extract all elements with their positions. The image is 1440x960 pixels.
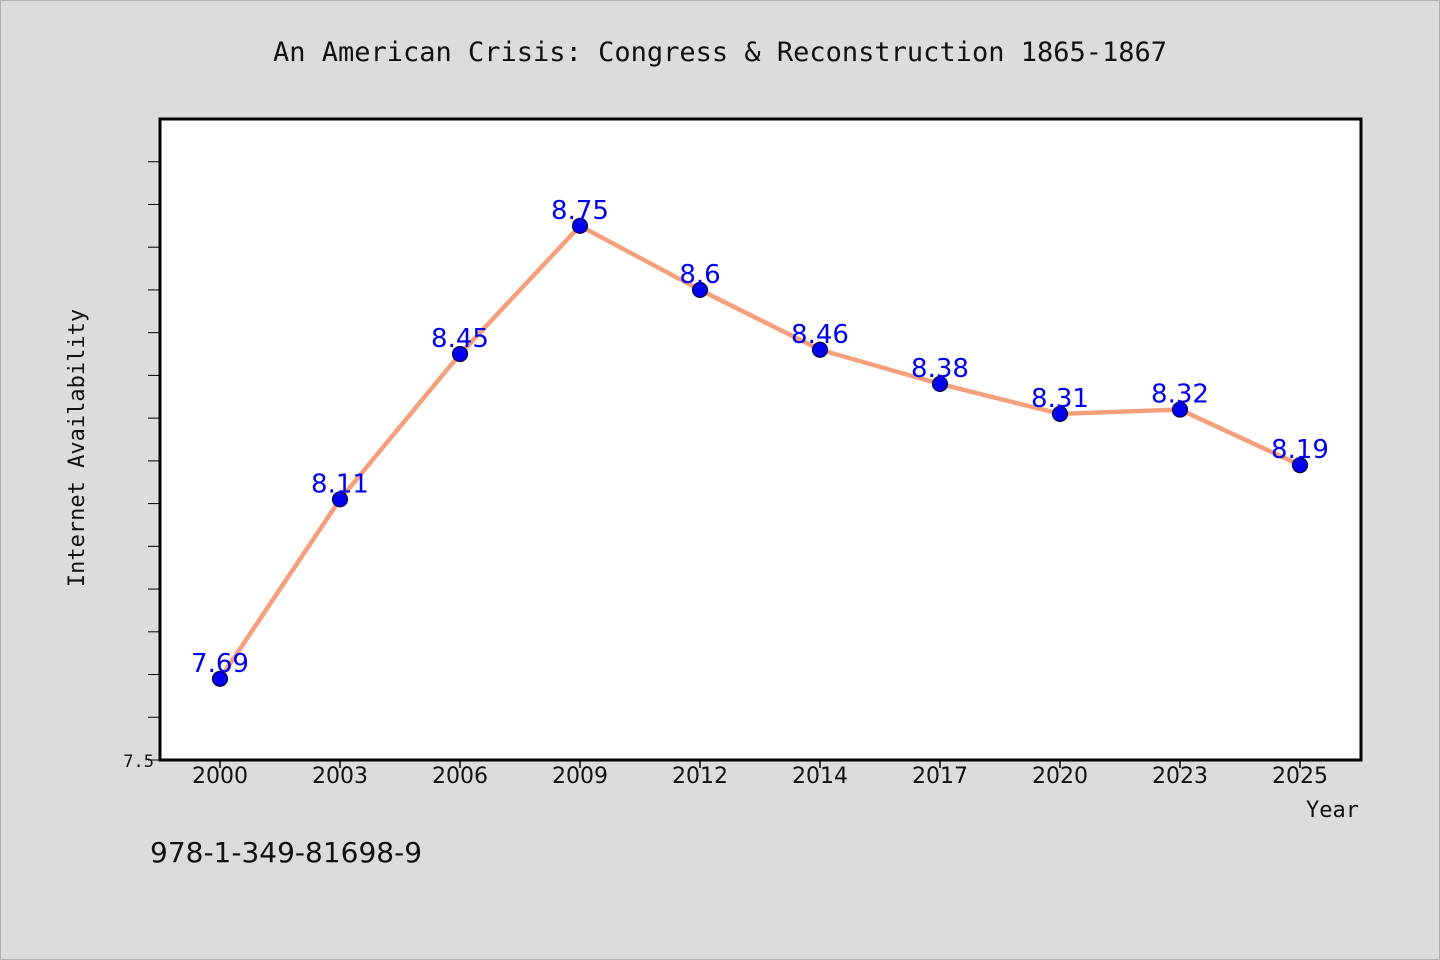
data-label: 8.32 (1151, 380, 1209, 410)
data-label: 8.75 (551, 196, 609, 226)
data-point (1051, 405, 1069, 422)
data-label: 8.45 (431, 324, 489, 354)
x-tick-label: 2000 (192, 764, 248, 789)
x-tick-label: 2003 (312, 764, 368, 789)
plot-area (158, 117, 1363, 762)
data-point (811, 341, 829, 358)
data-label: 8.11 (311, 469, 369, 499)
series-line (217, 223, 1303, 682)
data-label: 8.31 (1031, 384, 1089, 414)
x-tick-label: 2012 (672, 764, 728, 789)
y-axis-label: Internet Availability (65, 309, 90, 587)
x-tick-label: 2014 (792, 764, 848, 789)
data-point (931, 375, 949, 393)
series-markers (211, 217, 1309, 687)
x-axis-tick-labels: 2000 2003 2006 2009 2012 2014 2017 2020 2023 2025 (192, 764, 1328, 789)
data-point (211, 670, 229, 687)
data-label: 8.46 (791, 320, 849, 350)
series-data-labels: 7.69 8.11 8.45 8.75 8.6 8.46 8.38 8.31 8.32 8.19 (191, 196, 1329, 679)
x-tick-label: 2020 (1032, 764, 1088, 789)
data-point (451, 345, 469, 363)
x-tick-label: 2023 (1152, 764, 1208, 789)
x-tick-label: 2006 (432, 764, 488, 789)
data-label: 8.19 (1271, 435, 1329, 465)
x-axis-ticks (219, 760, 1301, 768)
data-label: 8.38 (911, 354, 969, 384)
footer-code: 978-1-349-81698-9 (150, 836, 422, 869)
x-axis-label: Year (1306, 798, 1359, 823)
data-label: 7.69 (191, 649, 249, 679)
series-line-group (217, 223, 1303, 682)
data-point (571, 217, 589, 234)
x-tick-label: 2009 (552, 764, 608, 789)
y-tick-label-min: 7.5 (123, 752, 154, 772)
x-tick-label: 2025 (1272, 764, 1328, 789)
data-point (691, 281, 709, 299)
chart-title: An American Crisis: Congress & Reconstru… (273, 37, 1167, 68)
data-point (1291, 457, 1309, 474)
x-tick-label: 2017 (912, 764, 968, 789)
data-point (1171, 401, 1189, 418)
data-point (331, 491, 349, 508)
y-axis-ticks (148, 161, 160, 761)
data-label: 8.6 (679, 260, 720, 290)
